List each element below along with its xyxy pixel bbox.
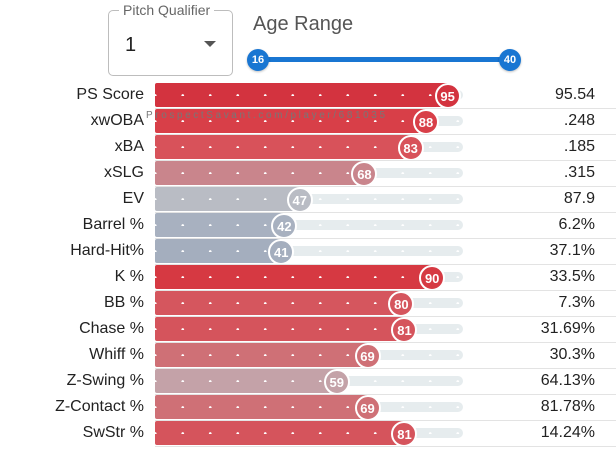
metric-label: K % <box>114 268 144 285</box>
row-divider <box>155 368 616 369</box>
metric-label: Z-Swing % <box>66 372 144 389</box>
percentile-badge: 59 <box>323 369 350 395</box>
percentile-badge: 95 <box>434 83 461 109</box>
metric-value: 7.3% <box>558 294 595 311</box>
row-divider <box>155 446 616 447</box>
row-divider <box>155 238 616 239</box>
percentile-badge: 41 <box>268 239 295 265</box>
metric-label: BB % <box>103 294 144 311</box>
tick-dots <box>155 172 463 174</box>
metric-row: BB % 80 7.3% <box>0 290 616 317</box>
metric-label: xwOBA <box>90 112 144 129</box>
metric-label: PS Score <box>76 86 144 103</box>
chevron-down-icon[interactable] <box>204 41 216 47</box>
tick-dots <box>155 302 463 304</box>
tick-dots <box>155 432 463 434</box>
metric-label: xSLG <box>103 164 144 181</box>
tick-dots <box>155 276 463 278</box>
watermark: ProspectSavant.com/player/681035 <box>146 110 388 121</box>
tick-dots <box>155 406 463 408</box>
age-range-title: Age Range <box>253 13 354 35</box>
metric-row: Whiff % 69 30.3% <box>0 342 616 369</box>
metric-value: 33.5% <box>549 268 595 285</box>
metric-value: 30.3% <box>549 346 595 363</box>
row-divider <box>155 212 616 213</box>
metric-value: 31.69% <box>540 320 595 337</box>
metric-label: SwStr % <box>82 424 144 441</box>
tick-dots <box>155 94 463 96</box>
percentile-badge: 42 <box>271 213 298 239</box>
metric-row: xBA 83 .185 <box>0 134 616 161</box>
tick-dots <box>155 328 463 330</box>
percentile-badge: 81 <box>391 421 418 447</box>
metric-row: Chase % 81 31.69% <box>0 316 616 343</box>
age-range-track[interactable] <box>258 57 510 62</box>
row-divider <box>155 160 616 161</box>
row-divider <box>155 186 616 187</box>
tick-dots <box>155 120 463 122</box>
metric-value: 95.54 <box>554 86 595 103</box>
metric-row: Z-Swing % 59 64.13% <box>0 368 616 395</box>
percentile-badge: 90 <box>419 265 446 291</box>
metric-value: 14.24% <box>540 424 595 441</box>
row-divider <box>155 420 616 421</box>
tick-dots <box>155 354 463 356</box>
row-divider <box>155 316 616 317</box>
metric-row: EV 47 87.9 <box>0 186 616 213</box>
metric-label: Barrel % <box>82 216 144 233</box>
metric-value: 6.2% <box>558 216 595 233</box>
metric-label: xBA <box>114 138 144 155</box>
pitch-qualifier-select[interactable]: Pitch Qualifier 1 <box>108 2 233 76</box>
metric-row: SwStr % 81 14.24% <box>0 420 616 447</box>
metric-label: EV <box>122 190 144 207</box>
tick-dots <box>155 250 463 252</box>
metric-value: .248 <box>563 112 595 129</box>
metric-label: Hard-Hit% <box>70 242 144 259</box>
tick-dots <box>155 380 463 382</box>
metric-label: Z-Contact % <box>55 398 144 415</box>
tick-dots <box>155 146 463 148</box>
metric-row: Barrel % 42 6.2% <box>0 212 616 239</box>
metric-row: Z-Contact % 69 81.78% <box>0 394 616 421</box>
metric-row: xSLG 68 .315 <box>0 160 616 187</box>
percentile-badge: 47 <box>286 187 313 213</box>
percentile-badge: 81 <box>391 317 418 343</box>
pitch-qualifier-value: 1 <box>125 34 137 56</box>
metric-row: Hard-Hit% 41 37.1% <box>0 238 616 265</box>
metric-row: K % 90 33.5% <box>0 264 616 291</box>
age-range-min-thumb[interactable]: 16 <box>247 49 269 71</box>
percentile-badge: 68 <box>351 161 378 187</box>
tick-dots <box>155 224 463 226</box>
metric-value: .185 <box>563 138 595 155</box>
pitch-qualifier-label: Pitch Qualifier <box>119 2 215 18</box>
row-divider <box>155 264 616 265</box>
percentile-badge: 80 <box>388 291 415 317</box>
metric-label: Whiff % <box>89 346 144 363</box>
percentile-badge: 83 <box>397 135 424 161</box>
metric-row: xwOBA 88 .248 <box>0 108 616 135</box>
row-divider <box>155 290 616 291</box>
row-divider <box>155 394 616 395</box>
metric-value: 64.13% <box>540 372 595 389</box>
metric-value: 81.78% <box>540 398 595 415</box>
row-divider <box>155 342 616 343</box>
metric-value: 37.1% <box>549 242 595 259</box>
row-divider <box>155 108 616 109</box>
metric-row: PS Score 95 95.54 <box>0 82 616 109</box>
percentile-badge: 69 <box>354 395 381 421</box>
percentile-badge: 88 <box>413 109 440 135</box>
age-range-max-thumb[interactable]: 40 <box>499 49 521 71</box>
row-divider <box>155 134 616 135</box>
metric-value: .315 <box>563 164 595 181</box>
metric-value: 87.9 <box>563 190 595 207</box>
metric-label: Chase % <box>79 320 144 337</box>
percentile-badge: 69 <box>354 343 381 369</box>
